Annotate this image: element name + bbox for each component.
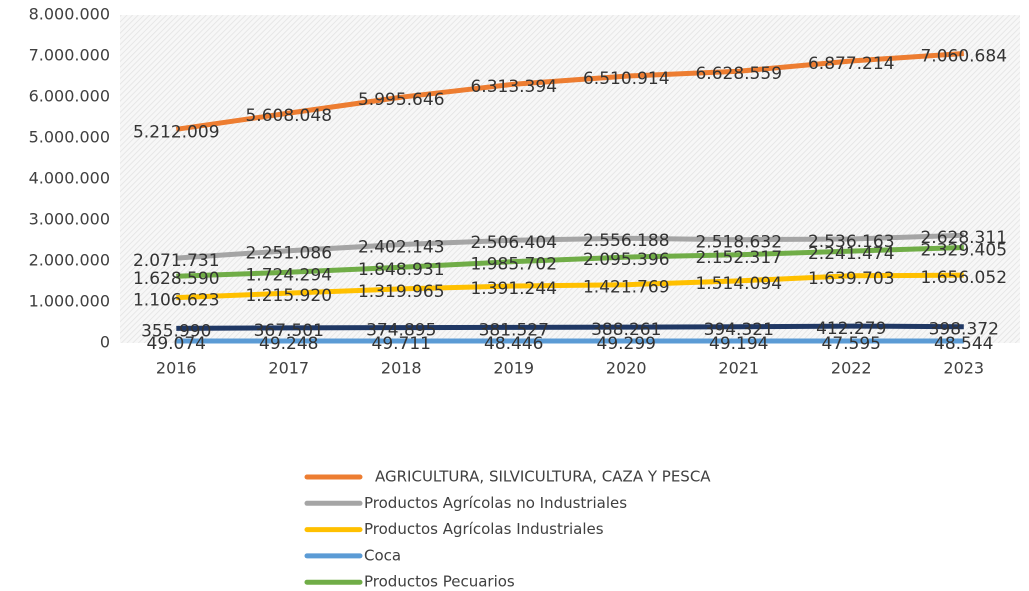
data-label: 381.527	[479, 320, 549, 340]
x-tick-label: 2020	[606, 359, 647, 378]
data-label: 1.724.294	[245, 265, 332, 285]
data-label: 5.608.048	[245, 106, 332, 126]
data-label: 6.628.559	[695, 64, 782, 84]
data-label: 394.321	[704, 320, 774, 340]
data-label: 2.251.086	[245, 244, 332, 264]
series-line	[176, 323, 964, 331]
data-label: 2.329.405	[920, 240, 1007, 260]
data-label: 49.074	[147, 334, 206, 354]
data-label: 1.215.920	[245, 286, 332, 306]
y-tick-label: 3.000.000	[29, 210, 110, 229]
series-line	[176, 232, 964, 261]
data-label: 388.261	[591, 320, 661, 340]
data-label: 5.995.646	[358, 90, 445, 110]
data-label: 2.628.311	[920, 228, 1007, 248]
data-label: 1.656.052	[920, 268, 1007, 288]
x-tick-label: 2017	[268, 359, 309, 378]
legend-label: AGRICULTURA, SILVICULTURA, CAZA Y PESCA	[375, 468, 711, 486]
data-label: 1.985.702	[470, 255, 557, 275]
data-label: 2.556.188	[583, 231, 670, 251]
legend-label: Coca	[364, 546, 401, 564]
data-label: 1.514.094	[695, 274, 782, 294]
x-tick-label: 2023	[943, 359, 984, 378]
y-tick-label: 0	[100, 333, 110, 352]
x-tick-label: 2018	[381, 359, 422, 378]
data-label: 2.506.404	[470, 233, 557, 253]
data-label: 47.595	[822, 334, 881, 354]
series-line	[175, 51, 964, 132]
data-label: 49.194	[709, 334, 768, 354]
x-tick-label: 2016	[156, 359, 197, 378]
y-tick-label: 4.000.000	[29, 169, 110, 188]
data-label: 1.848.931	[358, 260, 445, 280]
x-tick-label: 2019	[493, 359, 534, 378]
data-label: 2.152.317	[695, 248, 782, 268]
data-label: 1.628.590	[133, 269, 220, 289]
data-label: 6.510.914	[583, 69, 670, 89]
data-label: 6.313.394	[470, 77, 557, 97]
data-label: 5.212.009	[133, 122, 220, 142]
data-label: 1.639.703	[808, 269, 895, 289]
y-tick-label: 7.000.000	[29, 46, 110, 65]
y-tick-label: 2.000.000	[29, 251, 110, 270]
data-label: 1.319.965	[358, 282, 445, 302]
plot-area	[120, 15, 1020, 343]
data-label: 48.544	[934, 334, 993, 354]
data-label: 1.391.244	[470, 279, 557, 299]
data-label: 374.895	[366, 321, 436, 341]
data-label: 48.446	[484, 334, 543, 354]
data-label: 49.711	[372, 334, 431, 354]
data-label: 367.501	[254, 321, 324, 341]
data-label: 398.372	[929, 320, 999, 340]
y-tick-label: 6.000.000	[29, 87, 110, 106]
data-label: 2.536.163	[808, 232, 895, 252]
x-tick-label: 2021	[718, 359, 759, 378]
y-tick-label: 1.000.000	[29, 292, 110, 311]
data-label: 2.518.632	[695, 233, 782, 253]
data-label: 412.279	[816, 319, 886, 339]
series-line	[176, 272, 964, 301]
data-label: 6.877.214	[808, 54, 895, 74]
data-label: 2.071.731	[133, 251, 220, 271]
data-label: 1.421.769	[583, 278, 670, 298]
y-tick-label: 5.000.000	[29, 128, 110, 147]
data-label: 49.299	[597, 334, 656, 354]
data-label: 2.241.474	[808, 244, 895, 264]
x-tick-label: 2022	[831, 359, 872, 378]
data-label: 1.106.623	[133, 291, 220, 311]
legend-label: Productos Agrícolas Industriales	[364, 520, 604, 538]
data-label: 7.060.684	[920, 47, 1007, 67]
legend-label: Productos Agrícolas no Industriales	[364, 494, 627, 512]
data-label: 2.402.143	[358, 238, 445, 258]
data-label: 355.990	[141, 321, 211, 341]
series-line	[176, 245, 964, 279]
data-label: 49.248	[259, 334, 318, 354]
data-label: 2.095.396	[583, 250, 670, 270]
y-tick-label: 8.000.000	[29, 5, 110, 24]
legend-label: Productos Pecuarios	[364, 573, 515, 591]
